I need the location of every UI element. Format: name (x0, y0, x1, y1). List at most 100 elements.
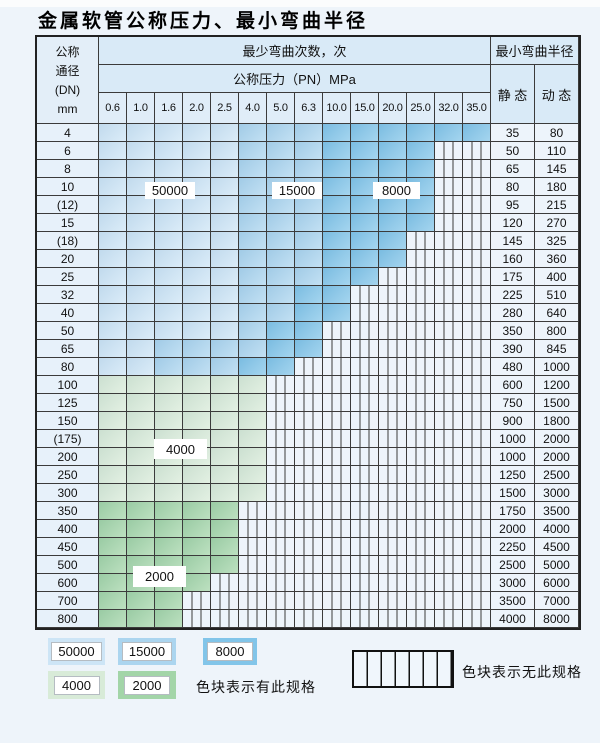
grid-cell (323, 286, 351, 304)
static-radius-cell: 1500 (491, 484, 535, 502)
grid-cell (239, 250, 267, 268)
grid-cell (155, 286, 183, 304)
grid-cell (239, 610, 267, 628)
grid-cell (435, 268, 463, 286)
dn-cell: 15 (37, 214, 99, 232)
grid-cell (99, 556, 127, 574)
grid-cell (351, 592, 379, 610)
dynamic-radius-cell: 3500 (535, 502, 579, 520)
grid-cell (267, 322, 295, 340)
static-radius-cell: 2250 (491, 538, 535, 556)
grid-cell (295, 322, 323, 340)
grid-cell (99, 466, 127, 484)
grid-cell (211, 304, 239, 322)
grid-cell (127, 610, 155, 628)
grid-cell (99, 520, 127, 538)
grid-cell (295, 466, 323, 484)
grid-cell (351, 160, 379, 178)
static-radius-cell: 390 (491, 340, 535, 358)
grid-cell (463, 340, 491, 358)
grid-cell (211, 484, 239, 502)
grid-cell (239, 520, 267, 538)
grid-cell (407, 556, 435, 574)
grid-cell (435, 178, 463, 196)
grid-cell (127, 142, 155, 160)
dynamic-header: 动 态 (535, 65, 579, 124)
grid-cell (211, 574, 239, 592)
grid-cell (211, 340, 239, 358)
grid-cell (99, 124, 127, 142)
dn-cell: 4 (37, 124, 99, 142)
grid-cell (127, 304, 155, 322)
pressure-col-header: 15.0 (351, 93, 379, 124)
grid-cell (407, 430, 435, 448)
grid-cell (127, 592, 155, 610)
grid-cell (407, 376, 435, 394)
grid-cell (351, 214, 379, 232)
grid-cell (239, 484, 267, 502)
grid-cell (267, 286, 295, 304)
dynamic-radius-cell: 270 (535, 214, 579, 232)
grid-cell (99, 322, 127, 340)
dn-cell: 500 (37, 556, 99, 574)
grid-cell (379, 520, 407, 538)
grid-cell (379, 610, 407, 628)
grid-cell (183, 124, 211, 142)
grid-cell (323, 448, 351, 466)
dn-cell: 6 (37, 142, 99, 160)
grid-cell (407, 484, 435, 502)
grid-cell (295, 502, 323, 520)
grid-cell (463, 556, 491, 574)
grid-cell (379, 268, 407, 286)
dn-column-header: 公称 通径 (DN) mm (37, 37, 99, 124)
dn-cell: 250 (37, 466, 99, 484)
grid-cell (351, 268, 379, 286)
grid-cell (407, 322, 435, 340)
grid-cell (379, 250, 407, 268)
grid-cell (407, 142, 435, 160)
dynamic-radius-cell: 80 (535, 124, 579, 142)
grid-cell (379, 160, 407, 178)
grid-cell (323, 376, 351, 394)
grid-cell (99, 358, 127, 376)
static-radius-cell: 2000 (491, 520, 535, 538)
grid-cell (155, 214, 183, 232)
grid-cell (155, 358, 183, 376)
grid-cell (239, 304, 267, 322)
grid-cell (239, 340, 267, 358)
static-radius-cell: 3500 (491, 592, 535, 610)
grid-cell (99, 610, 127, 628)
grid-cell (295, 574, 323, 592)
dynamic-radius-cell: 360 (535, 250, 579, 268)
grid-cell (155, 124, 183, 142)
grid-cell (267, 610, 295, 628)
grid-cell (127, 466, 155, 484)
static-radius-cell: 4000 (491, 610, 535, 628)
grid-cell (267, 304, 295, 322)
grid-cell (183, 268, 211, 286)
dn-cell: (175) (37, 430, 99, 448)
grid-cell (435, 556, 463, 574)
grid-cell (323, 340, 351, 358)
grid-cell (407, 250, 435, 268)
grid-cell (323, 358, 351, 376)
grid-cell (267, 574, 295, 592)
grid-cell (183, 466, 211, 484)
grid-cell (323, 592, 351, 610)
grid-cell (463, 286, 491, 304)
grid-cell (379, 430, 407, 448)
grid-cell (211, 430, 239, 448)
grid-cell (267, 538, 295, 556)
pressure-col-header: 5.0 (267, 93, 295, 124)
legend-absent-text: 色块表示无此规格 (462, 664, 582, 680)
dynamic-radius-cell: 1500 (535, 394, 579, 412)
grid-cell (267, 592, 295, 610)
grid-cell (407, 412, 435, 430)
grid-cell (99, 286, 127, 304)
grid-cell (379, 412, 407, 430)
grid-cell (127, 484, 155, 502)
grid-cell (323, 322, 351, 340)
grid-cell (155, 592, 183, 610)
grid-cell (351, 502, 379, 520)
